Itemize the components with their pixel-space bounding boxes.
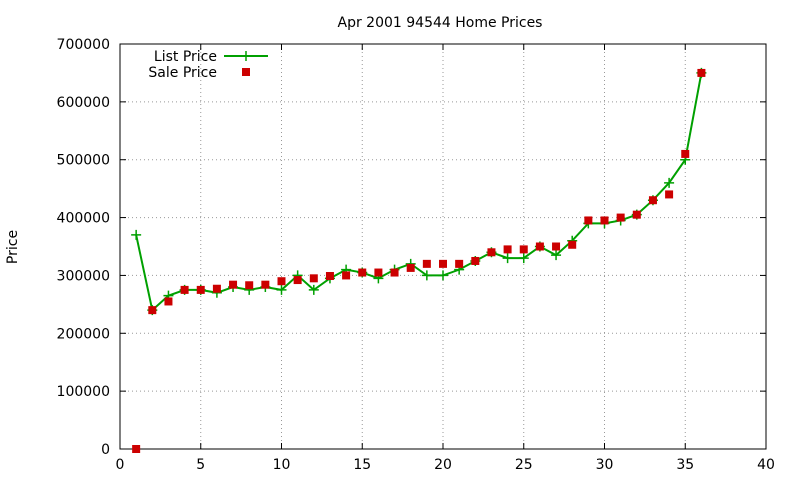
data-point xyxy=(293,276,302,285)
data-point xyxy=(697,68,706,77)
data-point xyxy=(390,268,399,277)
x-tick-label: 25 xyxy=(515,457,533,473)
series-sale-price xyxy=(132,68,706,453)
data-point xyxy=(212,284,221,293)
data-point xyxy=(180,285,189,294)
data-point xyxy=(277,277,286,286)
data-point xyxy=(406,263,415,272)
x-tick-label: 15 xyxy=(353,457,371,473)
x-tick-labels: 0 5 10 15 20 25 30 35 40 xyxy=(116,457,775,473)
data-point xyxy=(245,281,254,290)
y-tick-label: 200000 xyxy=(57,326,110,342)
x-tick-label: 0 xyxy=(116,457,125,473)
x-tick-label: 10 xyxy=(273,457,291,473)
data-point xyxy=(196,285,205,294)
data-point xyxy=(648,196,657,205)
data-point xyxy=(148,306,157,315)
y-tick-label: 0 xyxy=(101,442,110,458)
data-point xyxy=(502,253,513,264)
x-tick-label: 30 xyxy=(596,457,614,473)
data-point xyxy=(551,250,562,261)
legend-label: List Price xyxy=(154,49,217,65)
data-point xyxy=(439,259,447,268)
data-point xyxy=(421,270,432,281)
data-point xyxy=(261,280,270,289)
data-point xyxy=(325,272,334,281)
data-point xyxy=(487,248,496,257)
data-point xyxy=(374,268,383,277)
data-point xyxy=(229,280,238,289)
data-point xyxy=(438,270,448,281)
data-point xyxy=(584,216,593,225)
x-tick-label: 35 xyxy=(676,457,694,473)
data-point xyxy=(276,284,287,295)
data-point xyxy=(568,240,577,249)
y-tick-label: 500000 xyxy=(57,153,110,169)
data-point xyxy=(308,284,319,295)
data-point xyxy=(471,256,480,265)
chart-title: Apr 2001 94544 Home Prices xyxy=(338,15,543,31)
series-line xyxy=(135,72,703,313)
y-tick-label: 600000 xyxy=(57,95,110,111)
y-tick-label: 300000 xyxy=(57,268,110,284)
data-point xyxy=(455,259,464,268)
data-point xyxy=(552,242,561,251)
grid-lines xyxy=(120,44,766,449)
x-tick-label: 40 xyxy=(757,457,775,473)
data-point xyxy=(535,242,544,251)
data-point xyxy=(132,445,141,453)
data-point xyxy=(664,177,675,188)
data-point xyxy=(665,190,674,199)
legend-marker xyxy=(242,68,250,76)
legend-marker xyxy=(241,51,251,61)
data-point xyxy=(164,297,173,306)
data-point xyxy=(422,259,431,268)
y-tick-label: 400000 xyxy=(57,211,110,227)
x-tick-label: 5 xyxy=(196,457,205,473)
data-point xyxy=(518,253,529,264)
data-point xyxy=(600,216,609,225)
data-point xyxy=(131,229,142,240)
data-point xyxy=(309,274,318,283)
y-tick-label: 700000 xyxy=(57,37,110,53)
data-point xyxy=(616,213,625,222)
data-point xyxy=(358,268,367,277)
data-point xyxy=(519,245,528,254)
data-point xyxy=(632,210,641,219)
data-point xyxy=(503,245,512,254)
y-tick-label: 100000 xyxy=(57,384,110,400)
y-axis-label: Price xyxy=(5,230,21,264)
x-tick-label: 20 xyxy=(434,457,452,473)
data-point xyxy=(681,149,690,158)
series-list-price xyxy=(131,67,707,316)
series-layer xyxy=(131,67,707,453)
axis-ticks xyxy=(119,43,767,450)
data-point xyxy=(342,271,351,280)
y-tick-labels: 0 100000 200000 300000 400000 500000 600000 700… xyxy=(57,37,110,458)
legend-label: Sale Price xyxy=(148,65,217,81)
